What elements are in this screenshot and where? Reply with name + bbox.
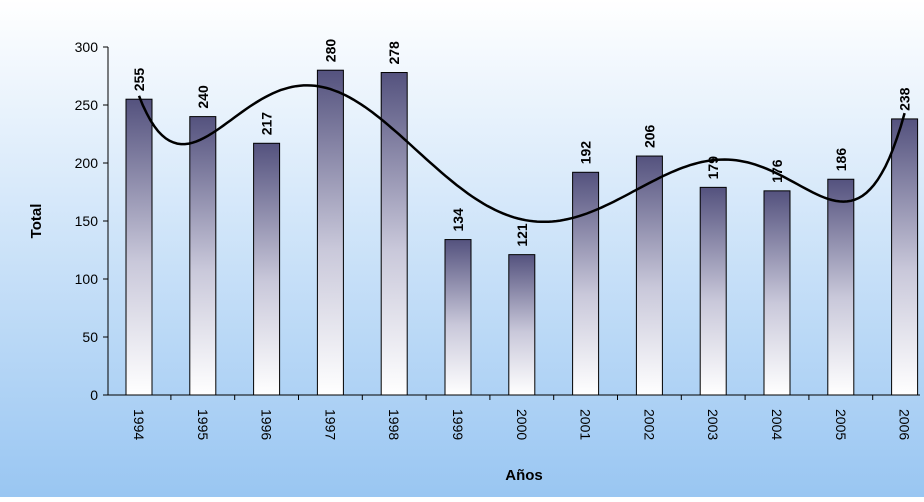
bar-1995 <box>189 116 217 396</box>
data-label-2006: 238 <box>897 87 913 111</box>
data-label-1996: 217 <box>259 112 275 136</box>
y-tick-label: 0 <box>90 387 98 403</box>
x-tick-label-1995: 1995 <box>195 409 211 440</box>
bar-2003 <box>699 186 727 396</box>
x-tick-label-2003: 2003 <box>705 409 721 440</box>
data-label-1995: 240 <box>195 85 211 109</box>
x-tick-label-2006: 2006 <box>897 409 913 440</box>
bar-1999 <box>444 239 472 396</box>
x-tick-label-2000: 2000 <box>514 409 530 440</box>
bar-2002 <box>635 155 663 396</box>
bar-2000 <box>508 254 536 396</box>
trend-line <box>137 84 906 224</box>
y-tick-label: 250 <box>75 97 99 113</box>
x-tick-label-2001: 2001 <box>578 409 594 440</box>
data-label-2005: 186 <box>833 148 849 172</box>
bar-2005 <box>827 178 855 396</box>
y-tick-label: 200 <box>75 155 99 171</box>
bar-2004 <box>763 190 791 396</box>
x-tick-label-1994: 1994 <box>131 409 147 440</box>
axes-layer: 0 50 100 150 200 250 300 1994 1995 1996 1997 1998 19… <box>75 39 920 440</box>
bar-1994 <box>125 98 153 396</box>
data-label-2004: 176 <box>769 159 785 183</box>
x-axis-title: Años <box>505 467 543 484</box>
bar-2001 <box>572 171 600 396</box>
trend-layer <box>137 84 906 224</box>
labels-layer: 255 240 217 280 278 134 121 192 206 179 176 186 238 <box>131 39 913 247</box>
y-tick-label: 100 <box>75 271 99 287</box>
x-tick-label-1999: 1999 <box>450 409 466 440</box>
y-axis-title: Total <box>28 204 45 239</box>
data-label-1999: 134 <box>450 208 466 232</box>
bar-1997 <box>316 69 344 396</box>
x-tick-label-2004: 2004 <box>769 409 785 440</box>
x-tick-label-1996: 1996 <box>259 409 275 440</box>
x-tick-label-1998: 1998 <box>386 409 402 440</box>
data-label-2001: 192 <box>578 141 594 165</box>
x-tick-label-1997: 1997 <box>322 409 338 440</box>
data-label-2000: 121 <box>514 223 530 247</box>
y-tick-label: 50 <box>82 329 98 345</box>
bars-layer <box>125 69 919 396</box>
data-label-1997: 280 <box>322 39 338 63</box>
bar-1996 <box>253 142 281 396</box>
bar-2006 <box>891 118 919 396</box>
y-tick-label: 300 <box>75 39 99 55</box>
data-label-2002: 206 <box>641 124 657 148</box>
data-label-2003: 179 <box>705 156 721 180</box>
data-label-1998: 278 <box>386 41 402 65</box>
x-tick-label-2005: 2005 <box>833 409 849 440</box>
y-tick-label: 150 <box>75 213 99 229</box>
x-tick-label-2002: 2002 <box>641 409 657 440</box>
data-label-1994: 255 <box>131 68 147 92</box>
